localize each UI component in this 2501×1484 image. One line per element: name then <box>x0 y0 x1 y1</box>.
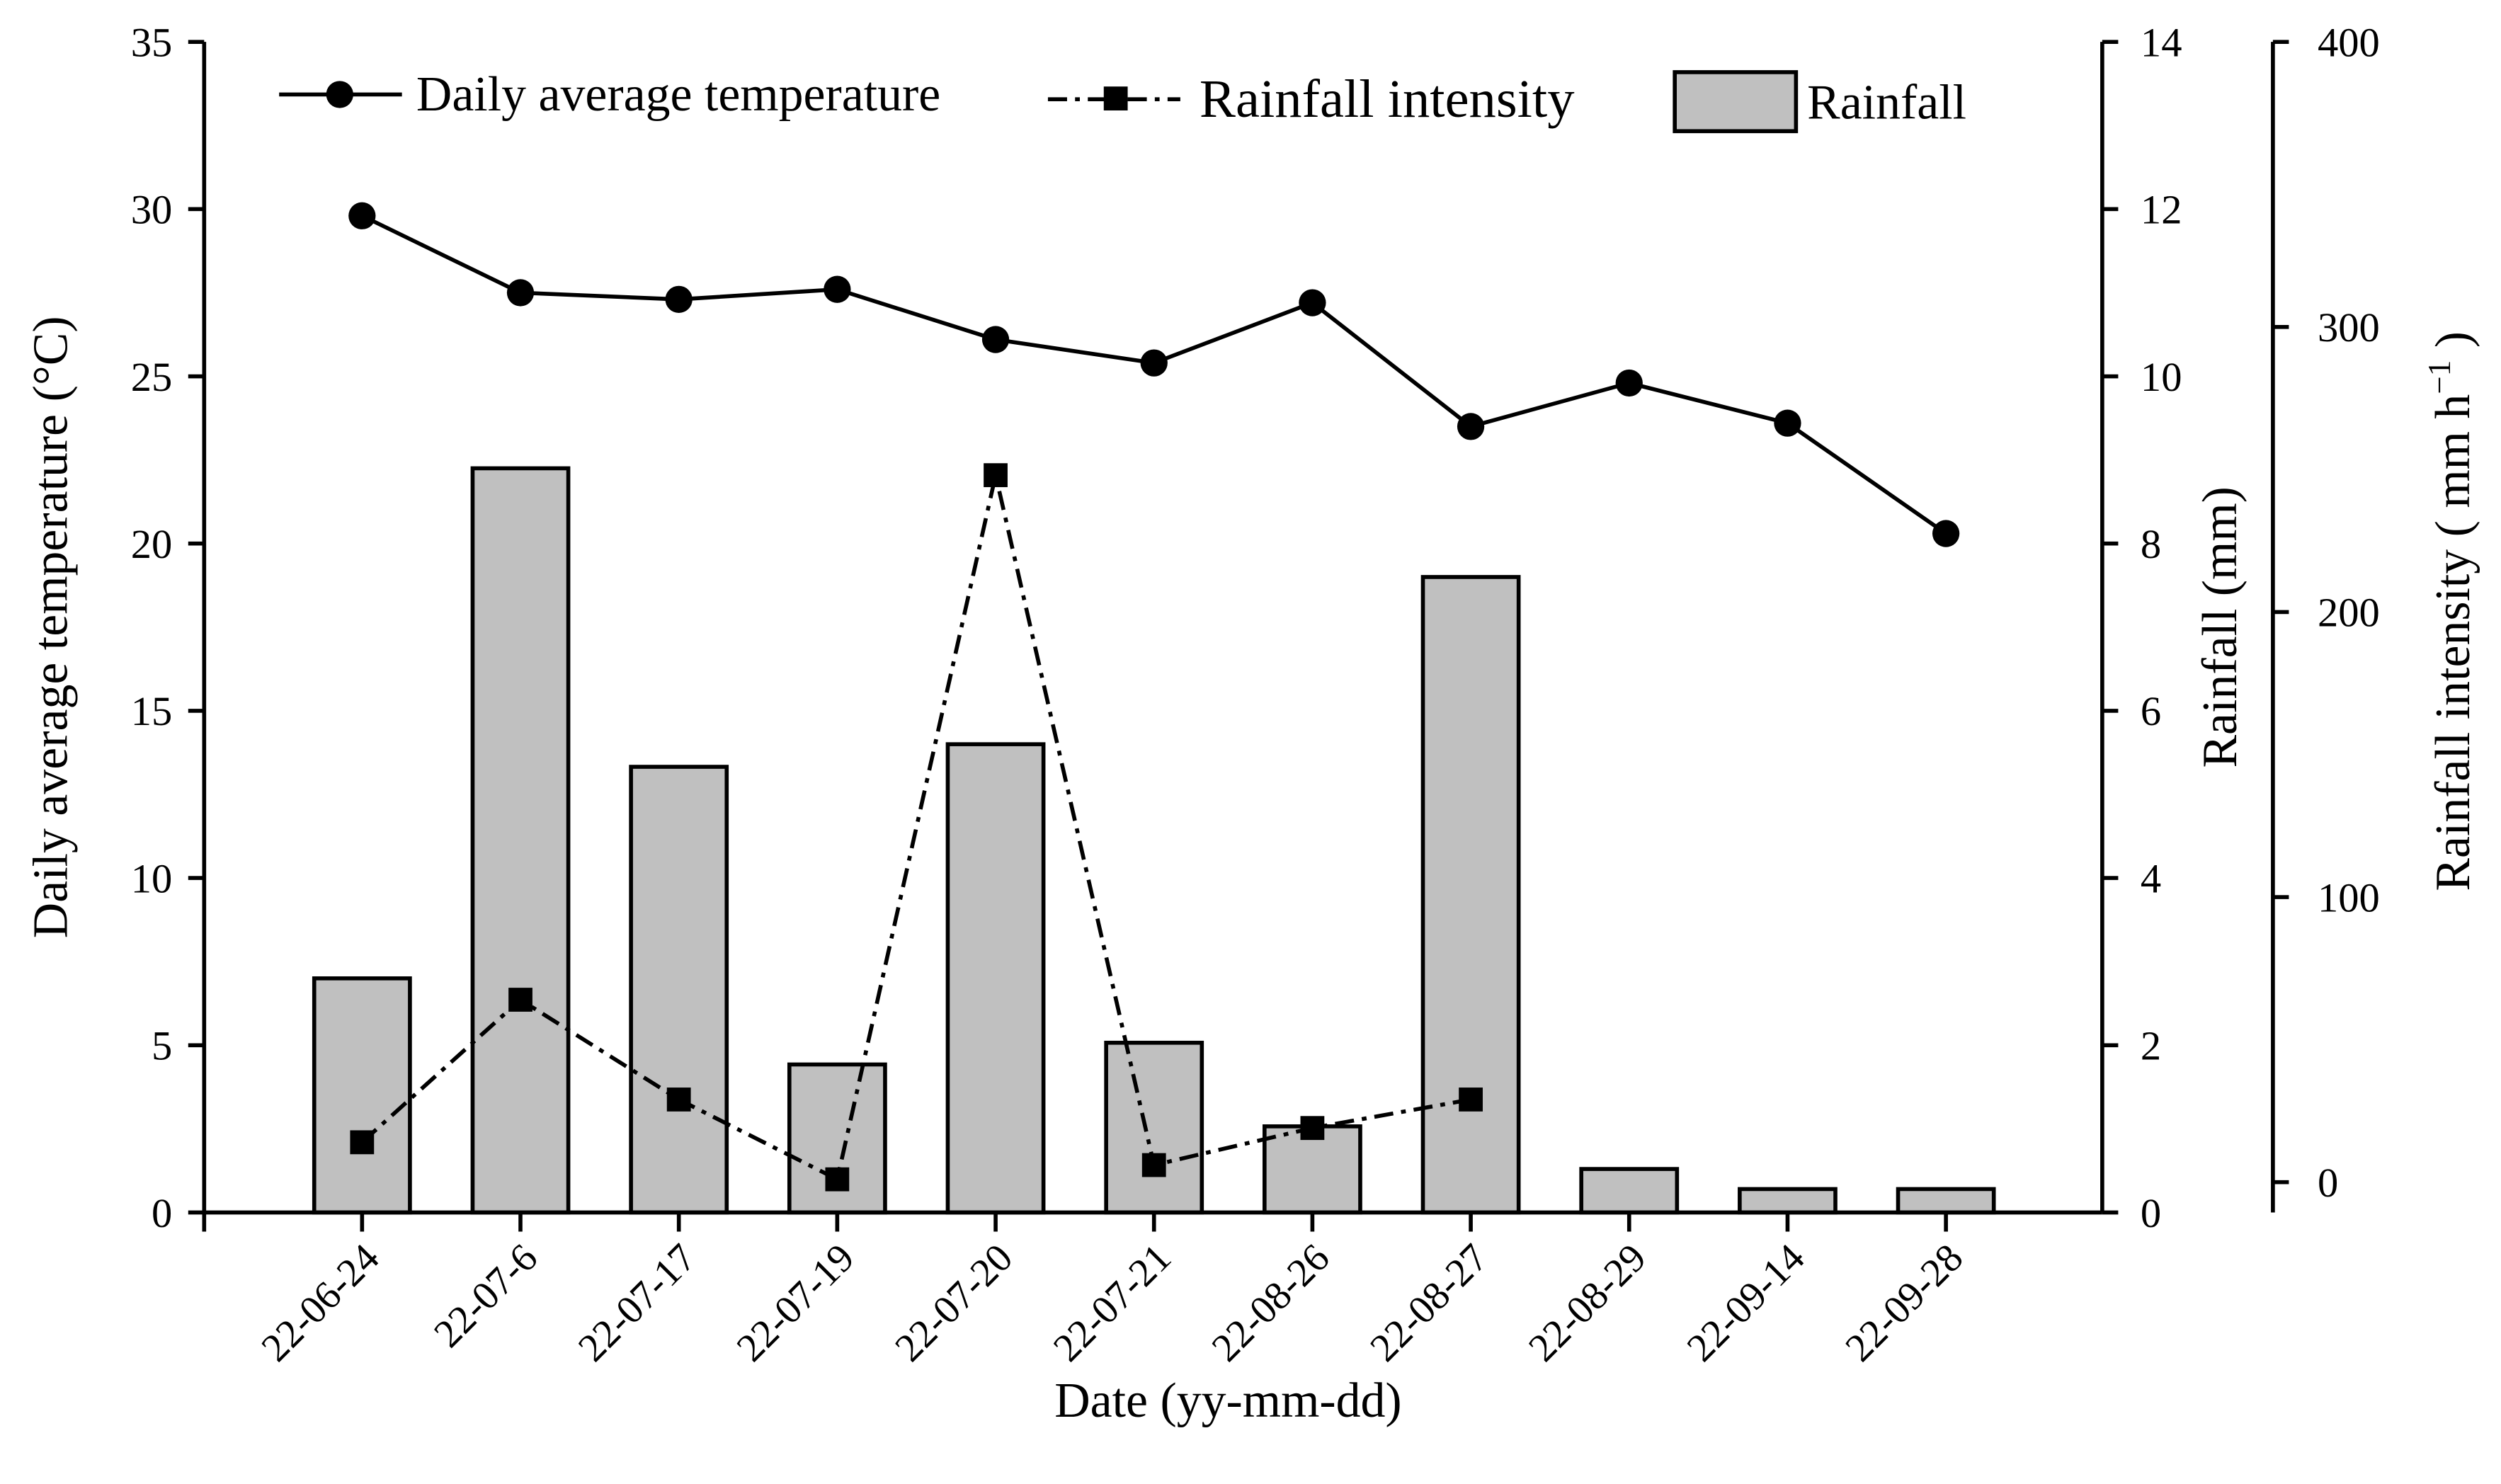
rainfall-bar <box>1420 575 1521 1215</box>
left-tick-label: 30 <box>131 187 173 233</box>
legend-rainfall: Rainfall <box>1807 75 1966 130</box>
temperature-point <box>665 285 693 314</box>
right1-tick-label: 4 <box>2141 855 2161 901</box>
intensity-point <box>1141 1153 1166 1177</box>
intensity-point <box>508 988 532 1012</box>
legend: Daily average temperature Rainfall inten… <box>279 67 1966 134</box>
rainfall-bar <box>1738 1187 1838 1215</box>
temperature-point <box>1140 349 1168 377</box>
x-axis-label: Date (yy-mm-dd) <box>1054 1374 1401 1428</box>
left-tick-label: 35 <box>131 19 173 65</box>
temperature-point <box>824 275 851 303</box>
right1-axis-label: Rainfall (mm) <box>2193 486 2248 767</box>
rainfall-bar <box>470 466 571 1215</box>
series-lines <box>348 202 1960 1192</box>
rainfall-bar <box>1104 1040 1204 1215</box>
temperature-point <box>1299 289 1326 316</box>
rainfall-bars <box>312 466 1996 1215</box>
x-tick-label: 22-07-17 <box>570 1235 705 1370</box>
x-tick-label: 22-06-24 <box>253 1235 388 1370</box>
x-tick-label: 22-07-20 <box>887 1235 1021 1370</box>
x-tick-label: 22-07-19 <box>729 1235 863 1370</box>
rainfall-bar <box>945 742 1046 1215</box>
intensity-point <box>666 1088 691 1112</box>
rainfall-bar <box>312 976 412 1215</box>
temperature-point <box>981 326 1010 353</box>
x-tick-label: 22-09-28 <box>1838 1235 1972 1370</box>
intensity-point <box>825 1167 850 1192</box>
temperature-point <box>1457 413 1485 440</box>
axes: 0 5 10 15 20 25 30 35 0 2 4 6 8 10 12 14 0 100 200 300 400 22… <box>131 19 2380 1370</box>
intensity-point <box>984 463 1008 488</box>
right1-tick-label: 2 <box>2141 1023 2161 1069</box>
legend-bar-swatch <box>1673 70 1799 134</box>
legend-temperature: Daily average temperature <box>416 67 940 122</box>
right2-tick-label: 100 <box>2318 874 2380 920</box>
left-tick-label: 25 <box>131 354 173 400</box>
right1-tick-label: 8 <box>2141 521 2161 567</box>
right1-tick-label: 6 <box>2141 688 2161 734</box>
right2-tick-label: 300 <box>2318 304 2380 350</box>
rainfall-bar <box>629 765 729 1215</box>
right1-tick-label: 14 <box>2141 19 2182 65</box>
x-tick-label: 22-09-14 <box>1679 1235 1813 1370</box>
temperature-point <box>1774 409 1801 437</box>
left-tick-label: 5 <box>152 1023 172 1069</box>
right2-tick-label: 200 <box>2318 590 2380 636</box>
legend-square-marker <box>1103 86 1128 110</box>
right2-tick-label: 0 <box>2318 1160 2338 1206</box>
right1-tick-label: 12 <box>2141 187 2182 233</box>
x-tick-label: 22-08-27 <box>1362 1235 1497 1370</box>
intensity-point <box>1459 1088 1483 1112</box>
temperature-point <box>1932 520 1960 547</box>
x-tick-label: 22-07-6 <box>426 1235 546 1356</box>
legend-circle-marker <box>326 81 353 108</box>
right1-tick-label: 0 <box>2141 1190 2161 1236</box>
x-tick-label: 22-08-26 <box>1204 1235 1338 1370</box>
left-tick-label: 0 <box>152 1190 172 1236</box>
intensity-point <box>1300 1116 1325 1141</box>
right2-tick-label: 400 <box>2318 19 2380 65</box>
left-tick-label: 20 <box>131 521 173 567</box>
rainfall-bar <box>1579 1167 1680 1215</box>
x-tick-label: 22-08-29 <box>1520 1235 1655 1370</box>
right1-tick-label: 10 <box>2141 354 2182 400</box>
rainfall-bar <box>1896 1187 1996 1215</box>
temperature-point <box>348 202 376 229</box>
left-tick-label: 10 <box>131 855 173 901</box>
left-axis-label: Daily average temperature (°C) <box>24 316 79 938</box>
right2-axis-label: Rainfall intensity ( mm h−1 ) <box>2422 331 2480 891</box>
intensity-line <box>360 474 1471 1182</box>
temperature-point <box>506 279 535 307</box>
intensity-point <box>350 1130 375 1155</box>
x-tick-label: 22-07-21 <box>1045 1235 1180 1370</box>
temperature-point <box>1615 369 1643 397</box>
left-tick-label: 15 <box>131 688 173 734</box>
legend-intensity: Rainfall intensity <box>1200 69 1575 129</box>
